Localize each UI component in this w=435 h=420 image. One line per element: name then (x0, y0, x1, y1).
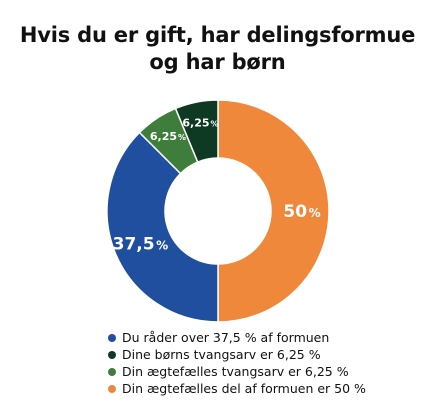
legend-item-spouse-forced-heirship: Din ægtefælles tvangsarv er 6,25 % (108, 363, 366, 380)
legend-swatch-children-forced-heirship (108, 350, 116, 359)
data-label-unit: % (211, 120, 219, 129)
chart-title: Hvis du er gift, har delingsformue og ha… (0, 22, 435, 76)
legend-item-children-forced-heirship: Dine børns tvangsarv er 6,25 % (108, 346, 366, 363)
legend-label-free-share: Du råder over 37,5 % af formuen (122, 330, 330, 345)
data-label-value: 6,25 (182, 117, 209, 130)
data-label-unit: % (309, 206, 321, 220)
legend-swatch-spouse-forced-heirship (108, 367, 116, 376)
chart-legend: Du råder over 37,5 % af formuen Dine bør… (108, 329, 366, 397)
slice-spouse-share (217, 99, 330, 323)
legend-swatch-spouse-share (108, 384, 116, 393)
data-label-slice-free-share: 37,5% (113, 234, 168, 254)
data-label-value: 6,25 (150, 130, 177, 143)
legend-item-spouse-share: Din ægtefælles del af formuen er 50 % (108, 380, 366, 397)
data-label-unit: % (156, 238, 168, 252)
legend-swatch-free-share (108, 333, 116, 342)
data-label-value: 37,5 (113, 234, 155, 254)
slice-free-share (106, 131, 219, 323)
data-label-unit: % (178, 133, 186, 142)
chart-title-line-1: Hvis du er gift, har delingsformue (19, 23, 416, 47)
data-label-slice-spouse-share: 50% (283, 202, 320, 222)
slice-children-forced-heirship (174, 99, 219, 164)
legend-label-spouse-forced-heirship: Din ægtefælles tvangsarv er 6,25 % (122, 364, 349, 379)
legend-item-free-share: Du råder over 37,5 % af formuen (108, 329, 366, 346)
data-label-value: 50 (283, 202, 307, 222)
data-label-slice-spouse-forced-heirship: 6,25% (150, 130, 186, 143)
data-label-slice-children-forced-heirship: 6,25% (182, 117, 218, 130)
legend-label-children-forced-heirship: Dine børns tvangsarv er 6,25 % (122, 347, 321, 362)
legend-label-spouse-share: Din ægtefælles del af formuen er 50 % (122, 381, 366, 396)
chart-title-line-2: og har børn (149, 50, 286, 74)
